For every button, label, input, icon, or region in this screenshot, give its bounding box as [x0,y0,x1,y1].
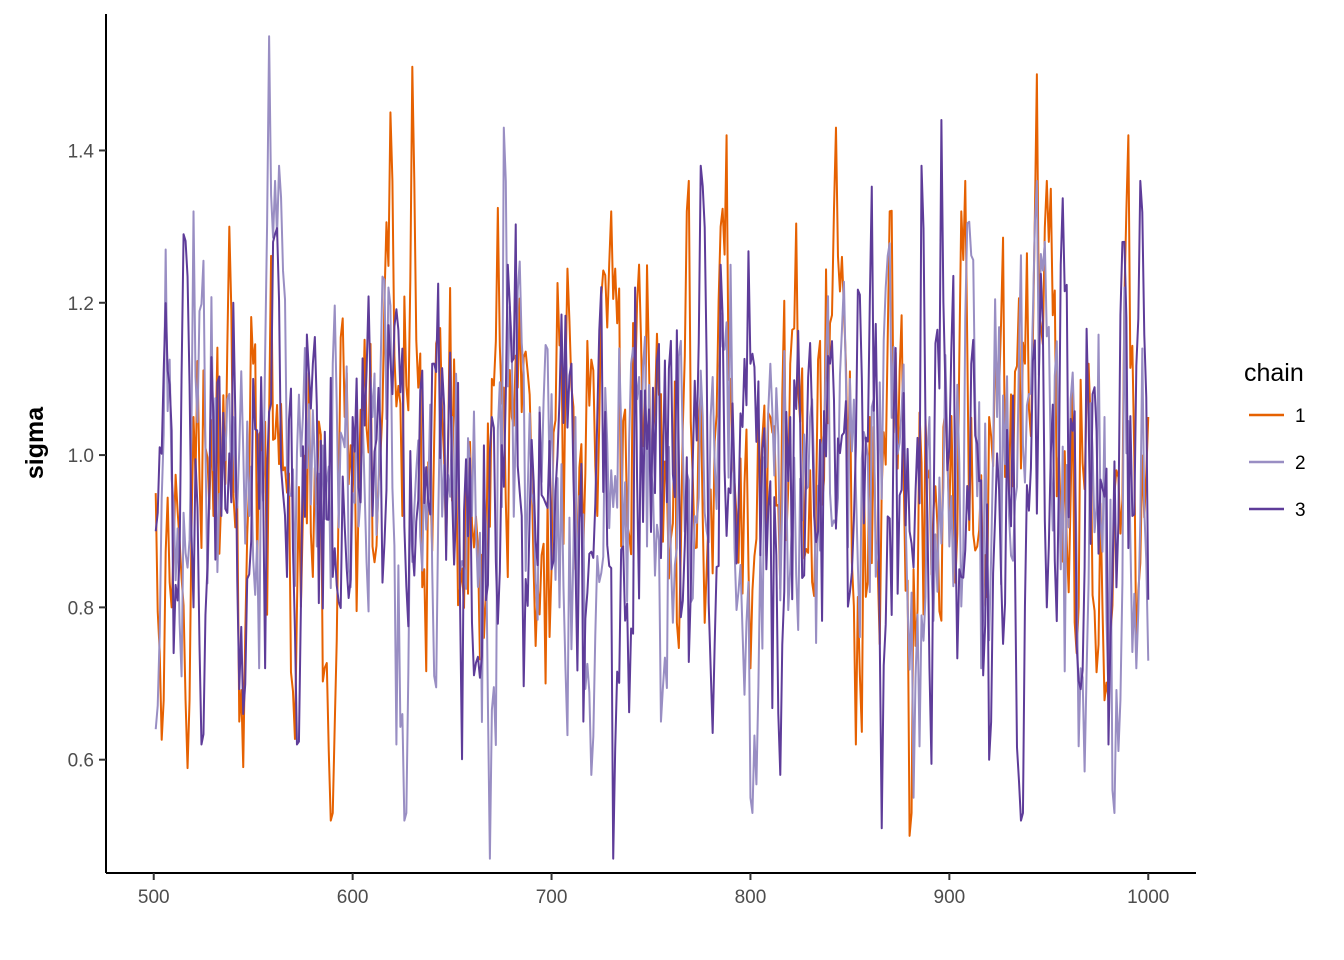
x-tick-label: 900 [934,887,966,908]
x-tick-label: 600 [337,887,369,908]
x-tick-label: 700 [536,887,568,908]
legend-title: chain [1244,359,1304,387]
y-tick-label: 1.4 [68,141,95,162]
y-tick-label: 1.2 [68,294,94,315]
legend-label-chain-1: 1 [1295,406,1306,427]
series-line-chain-3 [154,119,1150,860]
y-tick-label: 0.8 [68,598,94,619]
legend: chain 1 2 3 [1244,359,1306,521]
x-tick-label: 1000 [1127,887,1169,908]
y-axis-title: sigma [21,406,49,479]
x-tick-label: 800 [735,887,767,908]
series-layer [154,35,1150,860]
y-tick-label: 1.0 [68,446,94,467]
axes: 500 600 700 800 900 1000 0.6 0.8 1.0 1.2 1.4 [68,14,1196,908]
legend-label-chain-3: 3 [1295,500,1306,521]
x-tick-label: 500 [138,887,170,908]
legend-label-chain-2: 2 [1295,453,1306,474]
y-tick-label: 0.6 [68,751,94,772]
